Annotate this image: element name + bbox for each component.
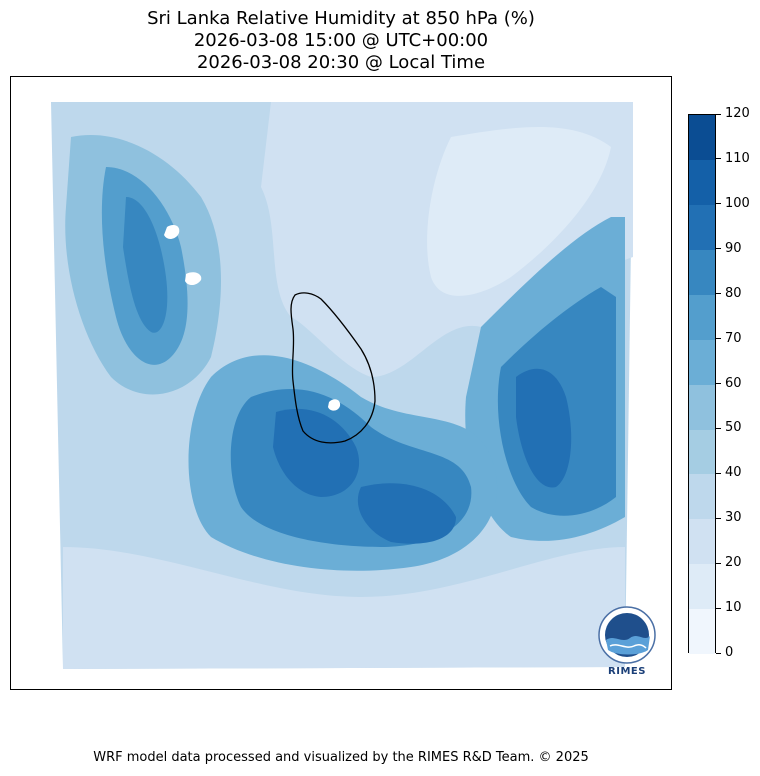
colorbar-tick [716, 472, 721, 474]
colorbar-tick-label: 90 [725, 240, 742, 256]
colorbar-tick [716, 607, 721, 609]
footer-credit: WRF model data processed and visualized … [93, 750, 589, 765]
missing-data-patch-3 [328, 399, 341, 411]
colorbar-tick [716, 383, 721, 384]
colorbar-segment [689, 115, 715, 160]
colorbar-tick [716, 158, 721, 160]
colorbar-segment [689, 249, 715, 295]
colorbar-segment [689, 564, 715, 610]
colorbar-tick [716, 248, 721, 250]
colorbar-segment [689, 429, 715, 475]
moist-core-west-inner [123, 197, 168, 333]
dry-area-south [63, 547, 625, 669]
colorbar-tick [716, 652, 721, 654]
colorbar-tick-label: 30 [725, 510, 742, 526]
colorbar-segment [689, 204, 715, 250]
colorbar-tick [716, 113, 721, 115]
colorbar-tick-label: 10 [725, 600, 742, 616]
colorbar-segment [689, 339, 715, 385]
humidity-map [51, 102, 633, 669]
title-line-3: 2026-03-08 20:30 @ Local Time [196, 52, 486, 73]
colorbar-tick-label: 120 [725, 106, 750, 121]
missing-data-patch-1 [164, 225, 180, 239]
map-panel: RIMES [10, 76, 672, 690]
colorbar-tick [716, 203, 721, 205]
colorbar-tick [716, 427, 721, 429]
colorbar-tick-label: 20 [725, 555, 742, 571]
colorbar [688, 114, 716, 655]
colorbar-segment [689, 384, 715, 430]
colorbar-segment [689, 294, 715, 340]
colorbar-segment [689, 159, 715, 205]
moist-core-south [357, 483, 456, 544]
dry-core-north [427, 127, 611, 296]
colorbar-segment [689, 519, 715, 565]
colorbar-tick-label: 100 [725, 195, 750, 211]
moist-core-east-inner [516, 368, 572, 488]
title-line-1: Sri Lanka Relative Humidity at 850 hPa (… [147, 8, 535, 29]
colorbar-segment [689, 609, 715, 655]
colorbar-segment [689, 474, 715, 520]
moist-core-central-inner [273, 408, 360, 497]
colorbar-tick [716, 338, 721, 340]
colorbar-tick [716, 562, 721, 564]
colorbar-tick-label: 70 [725, 330, 742, 346]
logo-text: RIMES [608, 666, 646, 677]
colorbar-tick-label: 40 [725, 465, 742, 481]
colorbar-tick-label: 60 [725, 375, 742, 391]
rimes-logo [598, 606, 656, 664]
sri-lanka-coastline [290, 292, 376, 444]
colorbar-tick-label: 110 [725, 150, 750, 166]
colorbar-tick-label: 80 [725, 285, 742, 301]
title-line-2: 2026-03-08 15:00 @ UTC+00:00 [193, 30, 489, 51]
colorbar-tick [716, 517, 721, 519]
map-title: Sri Lanka Relative Humidity at 850 hPa (… [0, 8, 682, 74]
colorbar-tick [716, 293, 721, 295]
missing-data-patch-2 [185, 272, 202, 286]
colorbar-tick-label: 0 [725, 645, 734, 660]
colorbar-tick-label: 50 [725, 420, 742, 436]
